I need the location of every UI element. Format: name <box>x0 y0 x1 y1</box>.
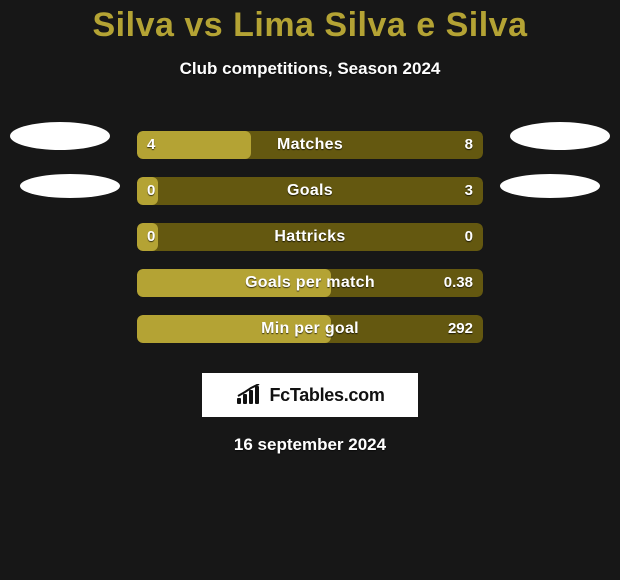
stat-right-value: 0 <box>465 223 473 251</box>
player-right-avatar-bottom <box>500 174 600 198</box>
stat-right-value: 8 <box>465 131 473 159</box>
stat-bar: 0Goals3 <box>137 177 483 205</box>
page-title: Silva vs Lima Silva e Silva <box>93 6 528 45</box>
stat-label: Goals per match <box>137 269 483 297</box>
comparison-infographic: Silva vs Lima Silva e Silva Club competi… <box>0 0 620 580</box>
stat-bars: 4Matches80Goals30Hattricks0Goals per mat… <box>137 131 483 343</box>
stat-label: Hattricks <box>137 223 483 251</box>
stat-bar: 0Hattricks0 <box>137 223 483 251</box>
stat-label: Matches <box>137 131 483 159</box>
stat-right-value: 292 <box>448 315 473 343</box>
brand-text: FcTables.com <box>269 385 384 406</box>
stat-right-value: 3 <box>465 177 473 205</box>
stat-label: Min per goal <box>137 315 483 343</box>
brand-chart-icon <box>235 384 263 406</box>
stat-bar: Min per goal292 <box>137 315 483 343</box>
player-left-avatar-bottom <box>20 174 120 198</box>
subtitle: Club competitions, Season 2024 <box>180 59 441 79</box>
player-left-avatar-top <box>10 122 110 150</box>
player-right-avatar-top <box>510 122 610 150</box>
stat-label: Goals <box>137 177 483 205</box>
stat-bar: Goals per match0.38 <box>137 269 483 297</box>
stat-bar: 4Matches8 <box>137 131 483 159</box>
brand-box: FcTables.com <box>202 373 418 417</box>
date-text: 16 september 2024 <box>234 435 386 455</box>
stat-right-value: 0.38 <box>444 269 473 297</box>
